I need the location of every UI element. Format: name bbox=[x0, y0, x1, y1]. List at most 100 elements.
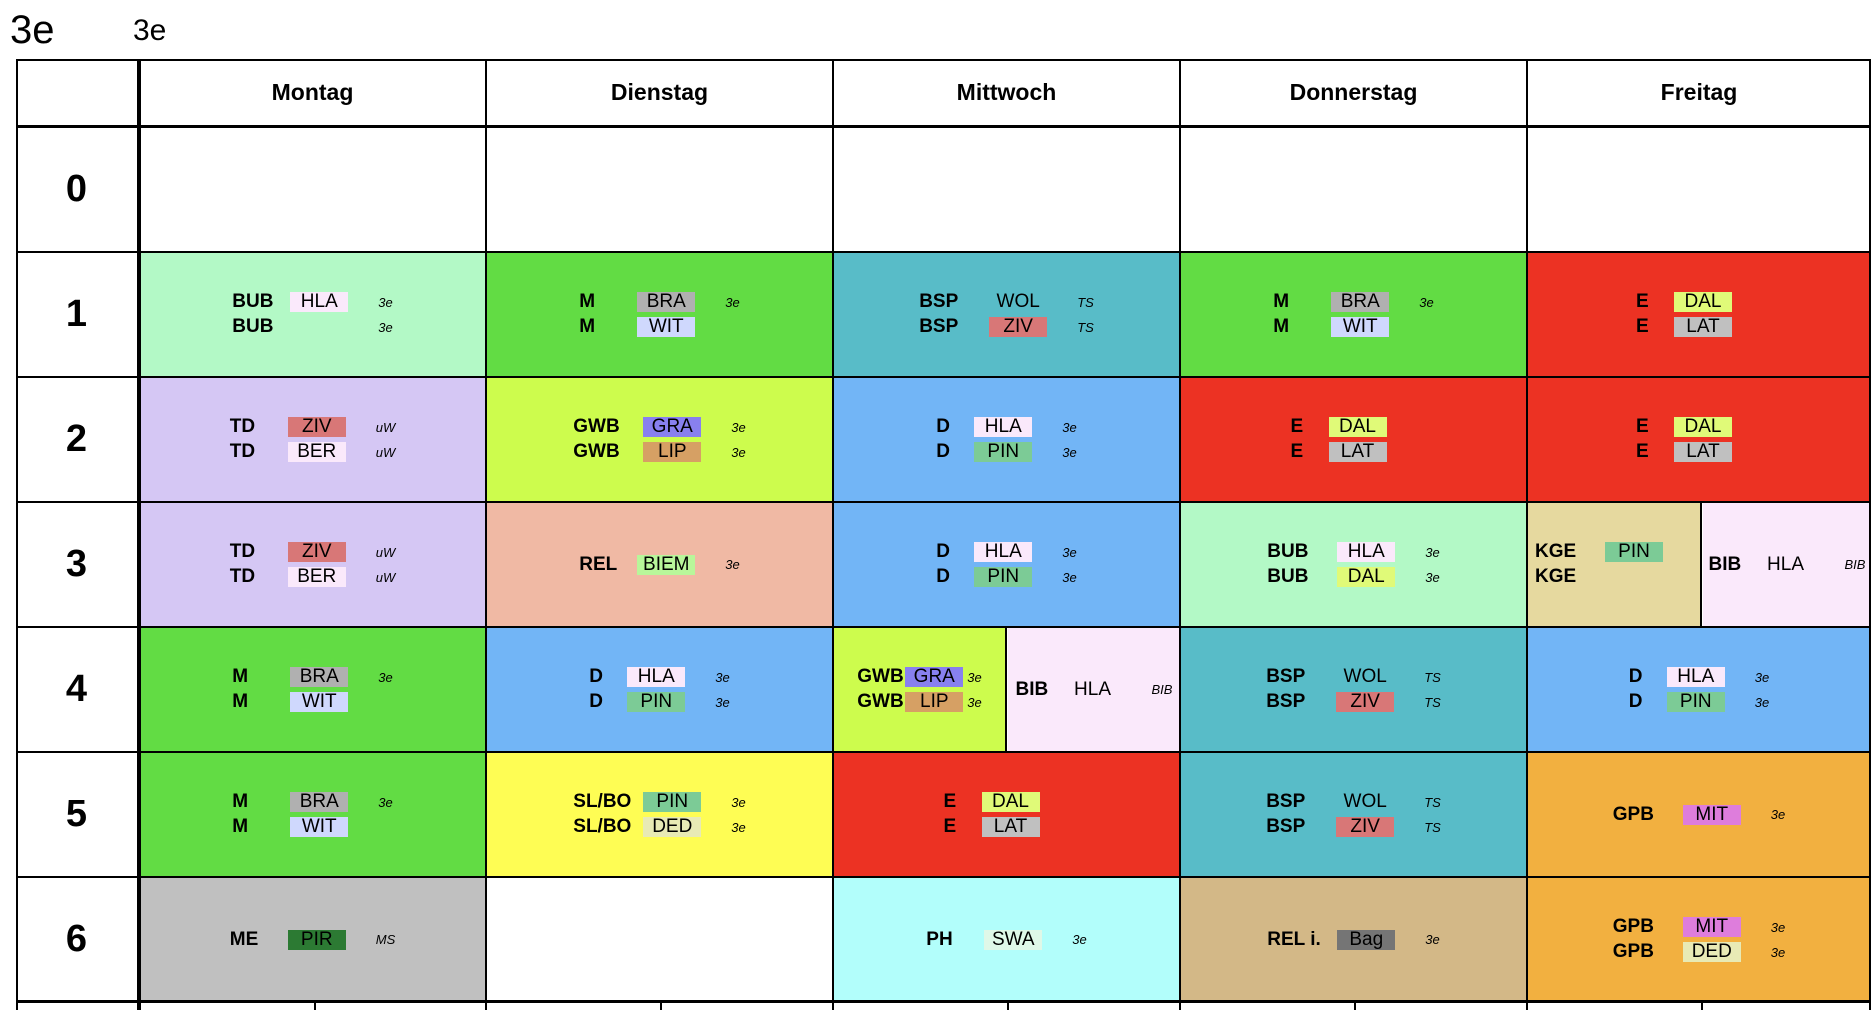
teacher-code: DAL bbox=[1674, 417, 1732, 437]
teacher-code: BRA bbox=[290, 667, 349, 687]
lesson-cell-do2[interactable]: E DAL E LAT bbox=[1180, 377, 1527, 502]
teacher-code: WIT bbox=[290, 817, 349, 837]
room-code: 3e bbox=[1062, 569, 1077, 585]
lesson-cell-do4[interactable]: BSP WOL TS BSP ZIV TS bbox=[1180, 627, 1527, 752]
lesson-cell-mi1[interactable]: BSP WOL TS BSP ZIV TS bbox=[833, 252, 1180, 377]
lesson-lines: KGE PIN KGE bbox=[1535, 541, 1693, 587]
grid-line bbox=[16, 1000, 1871, 1003]
lesson-lines: M BRA 3e M WIT bbox=[1273, 291, 1434, 337]
lesson-cell-fr1[interactable]: E DAL E LAT bbox=[1527, 252, 1871, 377]
teacher-code: PIN bbox=[627, 692, 686, 712]
lesson-cell-mi6[interactable]: PH SWA 3e bbox=[833, 877, 1180, 1002]
subject-code: BUB bbox=[1267, 566, 1309, 587]
subject-code: E bbox=[1636, 316, 1649, 337]
lesson-cell-mi3[interactable]: D HLA 3e D PIN 3e bbox=[833, 502, 1180, 627]
grid-line bbox=[16, 251, 1871, 253]
lesson-entry: M BRA 3e bbox=[232, 791, 393, 812]
grid-line bbox=[1005, 627, 1007, 752]
room-code: 3e bbox=[731, 794, 746, 810]
lesson-entry: SL/BO PIN 3e bbox=[573, 791, 746, 812]
lesson-cell-mo4[interactable]: M BRA 3e M WIT bbox=[139, 627, 486, 752]
room-code: 3e bbox=[967, 694, 982, 710]
lesson-cell-mi2[interactable]: D HLA 3e D PIN 3e bbox=[833, 377, 1180, 502]
lesson-cell-mi5[interactable]: E DAL E LAT bbox=[833, 752, 1180, 877]
lesson-entry: TD BER uW bbox=[229, 566, 395, 587]
lesson-cell-do3[interactable]: BUB HLA 3e BUB DAL 3e bbox=[1180, 502, 1527, 627]
teacher-code: BRA bbox=[290, 792, 349, 812]
room-code: 3e bbox=[731, 819, 746, 835]
grid-line bbox=[16, 59, 1871, 61]
teacher-code: BIEM bbox=[637, 554, 696, 575]
grid-line bbox=[1526, 59, 1528, 1010]
subject-code: D bbox=[1628, 666, 1643, 687]
lesson-entry: GWB LIP 3e bbox=[857, 691, 982, 712]
class-subtitle: 3e bbox=[133, 14, 167, 47]
timetable-grid: Montag Dienstag Mittwoch Donnerstag Freitag 0… bbox=[16, 59, 1871, 1010]
lesson-entry: BSP ZIV TS bbox=[1266, 816, 1441, 837]
teacher-code: PIN bbox=[1605, 542, 1663, 562]
subject-code: GWB bbox=[857, 666, 904, 687]
lesson-cell-do6[interactable]: REL i. Bag 3e bbox=[1180, 877, 1527, 1002]
room-code: 3e bbox=[1770, 919, 1786, 935]
lesson-entry: GWB LIP 3e bbox=[573, 441, 746, 462]
lesson-cell-mo3[interactable]: TD ZIV uW TD BER uW bbox=[139, 502, 486, 627]
lesson-cell-do1[interactable]: M BRA 3e M WIT bbox=[1180, 252, 1527, 377]
lesson-cell-mo5[interactable]: M BRA 3e M WIT bbox=[139, 752, 486, 877]
teacher-code: WOL bbox=[1343, 666, 1387, 687]
lesson-cell-di3[interactable]: REL BIEM 3e bbox=[486, 502, 833, 627]
room-code: TS bbox=[1424, 694, 1441, 710]
subject-code: D bbox=[1628, 691, 1643, 712]
day-header-freitag: Freitag bbox=[1660, 78, 1738, 105]
lesson-entry: BSP WOL TS bbox=[1266, 791, 1441, 812]
subject-code: BSP bbox=[1266, 791, 1306, 812]
lesson-entry: BIB HLA BIB bbox=[1709, 554, 1865, 575]
lesson-entry: PH SWA 3e bbox=[926, 929, 1087, 950]
lesson-entry: M BRA 3e bbox=[579, 291, 740, 312]
lesson-lines: E DAL E LAT bbox=[944, 791, 1070, 837]
teacher-code: WIT bbox=[290, 692, 349, 712]
lesson-lines: E DAL E LAT bbox=[1291, 416, 1417, 462]
lesson-lines: GPB MIT 3e GPB DED 3e bbox=[1613, 916, 1786, 962]
room-code: 3e bbox=[1425, 569, 1440, 585]
lesson-entry: E DAL bbox=[1636, 291, 1762, 312]
lesson-cell-fr4[interactable]: D HLA 3e D PIN 3e bbox=[1527, 627, 1871, 752]
lesson-cell-fr3b[interactable]: BIB HLA BIB bbox=[1703, 502, 1871, 627]
lesson-lines: M BRA 3e M WIT bbox=[579, 291, 740, 337]
lesson-lines: D HLA 3e D PIN 3e bbox=[589, 666, 730, 712]
subject-code: D bbox=[936, 541, 950, 562]
lesson-cell-di4[interactable]: D HLA 3e D PIN 3e bbox=[486, 627, 833, 752]
room-code: 3e bbox=[378, 669, 393, 685]
lesson-cell-mo1[interactable]: BUB HLA 3e BUB 3e bbox=[139, 252, 486, 377]
room-code: 3e bbox=[967, 669, 982, 685]
lesson-cell-mo2[interactable]: TD ZIV uW TD BER uW bbox=[139, 377, 486, 502]
lesson-cell-fr3a[interactable]: KGE PIN KGE bbox=[1527, 502, 1701, 627]
lesson-entry: GPB MIT 3e bbox=[1613, 916, 1786, 937]
grid-line bbox=[1869, 59, 1871, 1010]
lesson-entry: D PIN 3e bbox=[936, 566, 1077, 587]
lesson-lines: BIB HLA BIB bbox=[1709, 554, 1865, 575]
lesson-cell-di5[interactable]: SL/BO PIN 3e SL/BO DED 3e bbox=[486, 752, 833, 877]
room-code: uW bbox=[375, 419, 396, 435]
subject-code: TD bbox=[229, 566, 256, 587]
subject-code: E bbox=[1636, 441, 1649, 462]
lesson-entry: SL/BO DED 3e bbox=[573, 816, 746, 837]
lesson-cell-di1[interactable]: M BRA 3e M WIT bbox=[486, 252, 833, 377]
lesson-cell-mo6[interactable]: ME PIR MS bbox=[139, 877, 486, 1002]
lesson-cell-do5[interactable]: BSP WOL TS BSP ZIV TS bbox=[1180, 752, 1527, 877]
subject-code: M bbox=[579, 316, 596, 337]
lesson-cell-fr6[interactable]: GPB MIT 3e GPB DED 3e bbox=[1527, 877, 1871, 1002]
lesson-entry: M WIT bbox=[1273, 316, 1433, 337]
lesson-cell-mi4a[interactable]: GWB GRA 3e GWB LIP 3e bbox=[833, 627, 1006, 752]
subject-code: BSP bbox=[919, 316, 959, 337]
subject-code: M bbox=[1273, 291, 1290, 312]
lesson-entry: TD ZIV uW bbox=[230, 416, 396, 437]
lesson-cell-di2[interactable]: GWB GRA 3e GWB LIP 3e bbox=[486, 377, 833, 502]
lesson-entry: REL BIEM 3e bbox=[579, 554, 740, 575]
subject-code: SL/BO bbox=[573, 791, 632, 812]
lesson-cell-fr2[interactable]: E DAL E LAT bbox=[1527, 377, 1871, 502]
room-code: TS bbox=[1424, 794, 1441, 810]
lesson-cell-mi4b[interactable]: BIB HLA BIB bbox=[1008, 627, 1180, 752]
lesson-cell-fr5[interactable]: GPB MIT 3e bbox=[1527, 752, 1871, 877]
grid-line bbox=[1007, 1002, 1009, 1010]
teacher-code: MIT bbox=[1682, 804, 1741, 825]
